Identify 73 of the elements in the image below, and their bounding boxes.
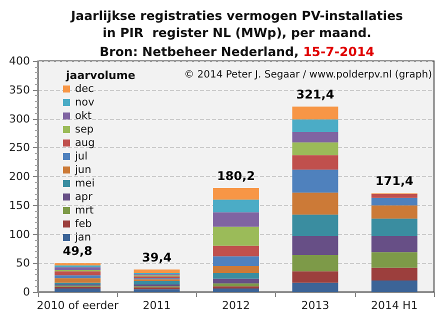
legend-label: apr [75,191,94,203]
y-tick-label: 300 [9,112,30,126]
x-tick-label: 2012 [222,299,250,312]
chart-subtitle: Bron: Netbeheer Nederland, 15-7-2014 [100,44,375,59]
bar [54,288,101,292]
total-label: 321,4 [296,88,334,102]
bar [54,271,101,276]
bar [213,200,259,212]
bar [292,192,338,215]
y-tick-label: 150 [9,198,30,212]
bar [371,198,418,206]
legend-label: mei [75,178,95,190]
bar [213,226,259,246]
bar [292,282,338,292]
bar [371,236,418,252]
bar [292,255,338,272]
bar [213,278,259,284]
total-label: 171,4 [375,174,414,188]
bar [371,194,418,198]
bar [54,267,101,270]
y-tick-label: 200 [9,170,30,183]
bar [213,256,259,266]
legend-label: nov [75,96,94,108]
legend-label: feb [75,218,92,230]
bar [213,272,259,279]
bar [292,271,338,283]
legend-label: sep [75,124,94,136]
bar [134,269,180,273]
bar [371,218,418,236]
legend-label: mrt [75,204,94,216]
y-tick-label: 250 [9,141,30,154]
bar [213,212,259,227]
y-tick-label: 50 [16,256,30,270]
bar [134,289,180,292]
bar [213,246,259,256]
bar [292,142,338,156]
bar [292,155,338,170]
y-tick-label: 100 [9,228,30,241]
legend-label: jan [74,232,92,244]
bar [134,281,180,284]
y-tick-label: 350 [9,83,30,96]
x-tick-label: 2010 of eerder [36,299,119,312]
y-tick-label: 400 [9,54,30,68]
x-tick-label: 2011 [142,299,171,312]
bar [292,236,338,256]
annotation: © 2014 Peter J. Segaar / www.polderpv.nl (graph) [184,70,432,80]
legend-title: jaarvolume [65,69,136,82]
legend-label: dec [75,83,94,95]
bar [213,286,259,289]
bar [292,119,338,132]
legend-label: okt [75,110,92,122]
x-tick-label: 2014 H1 [371,299,418,312]
legend-label: jun [74,164,92,176]
bar [292,132,338,142]
bar [54,278,101,283]
bar [292,106,338,120]
legend-label: jul [74,150,88,162]
bar [371,252,418,268]
total-label: 39,4 [142,250,172,264]
bar [292,214,338,236]
y-tick-label: 0 [23,286,30,298]
chart-title: Jaarlijkse registraties vermogen PV-installaties in PIR register NL (MWp), per maand. [70,8,403,40]
bar [371,268,418,280]
total-label: 180,2 [217,169,255,184]
legend-label: aug [75,137,95,149]
bar [371,280,418,292]
bar [292,170,338,193]
bar [213,266,259,273]
bar [371,205,418,219]
x-tick-label: 2013 [301,299,330,312]
bar [213,288,259,292]
bar [213,188,259,200]
total-label: 49,8 [62,244,92,258]
